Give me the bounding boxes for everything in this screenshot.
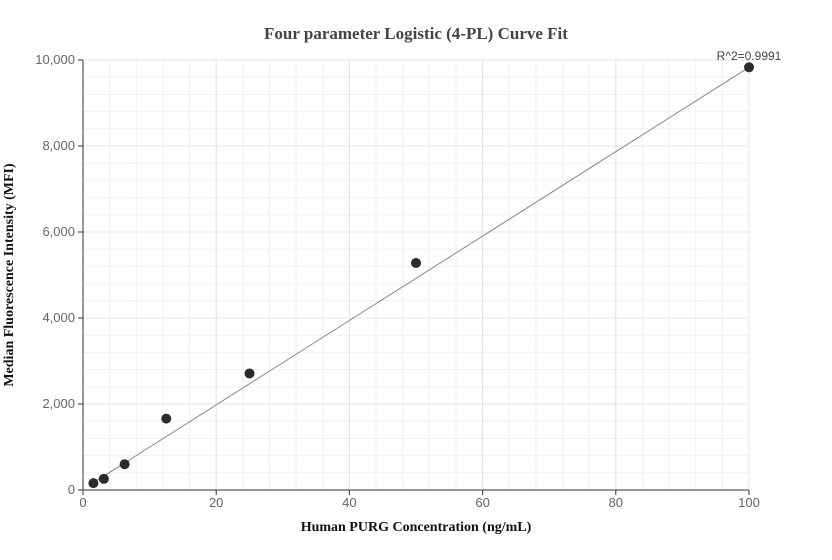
grid	[82, 59, 750, 491]
y-tick-label: 8,000	[42, 138, 75, 153]
x-tick-label: 100	[738, 495, 760, 510]
chart-title: Four parameter Logistic (4-PL) Curve Fit	[264, 24, 568, 43]
y-tick-label: 4,000	[42, 310, 75, 325]
tick-labels: 0 20 40 60 80 100 0 2,000 4,000 6,000 8,000 10,000	[35, 52, 760, 510]
x-tick-label: 80	[609, 495, 623, 510]
fit-line	[93, 66, 750, 484]
x-tick-label: 60	[475, 495, 489, 510]
fit-curve	[93, 66, 750, 484]
data-point	[744, 62, 754, 73]
data-point	[88, 478, 99, 489]
data-point	[98, 473, 109, 484]
data-points	[88, 62, 754, 489]
x-tick-label: 0	[79, 495, 86, 510]
y-tick-label: 10,000	[35, 52, 75, 67]
x-tick-label: 20	[209, 495, 223, 510]
data-point	[411, 257, 421, 268]
data-point	[119, 459, 130, 470]
r-squared-annotation: R^2=0.9991	[717, 49, 782, 63]
x-axis-title: Human PURG Concentration (ng/mL)	[301, 520, 532, 535]
y-tick-label: 2,000	[42, 396, 75, 411]
data-point	[161, 413, 172, 424]
data-point	[244, 368, 255, 379]
axes	[78, 59, 750, 495]
y-tick-label: 0	[68, 482, 75, 497]
y-axis-title: Median Fluorescence Intensity (MFI)	[2, 163, 17, 387]
y-tick-label: 6,000	[42, 224, 75, 239]
x-tick-label: 40	[342, 495, 356, 510]
